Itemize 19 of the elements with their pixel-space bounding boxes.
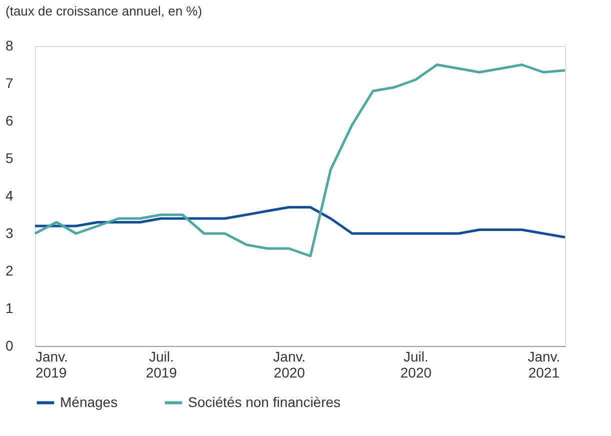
x-tick-label: Janv. 2021 [528, 348, 560, 380]
y-tick-label: 0 [6, 338, 14, 354]
y-tick-label: 8 [6, 38, 14, 54]
y-tick-label: 3 [6, 225, 14, 241]
x-tick-label: Juil. 2020 [400, 348, 432, 380]
y-tick-label: 6 [6, 112, 14, 128]
y-axis-title: (taux de croissance annuel, en %) [6, 4, 202, 18]
y-tick-label: 5 [6, 150, 14, 166]
line-series [34, 206, 566, 238]
legend-label: Sociétés non financières [188, 394, 341, 410]
line-series [34, 64, 566, 258]
legend-label: Ménages [60, 394, 118, 410]
y-tick-label: 2 [6, 262, 14, 278]
y-tick-label: 7 [6, 75, 14, 91]
y-tick-label: 4 [6, 188, 14, 204]
x-tick-label: Juil. 2019 [146, 348, 178, 380]
x-tick-label: Janv. 2019 [36, 348, 68, 380]
y-tick-label: 1 [6, 300, 14, 316]
x-tick-label: Janv. 2020 [273, 348, 306, 380]
